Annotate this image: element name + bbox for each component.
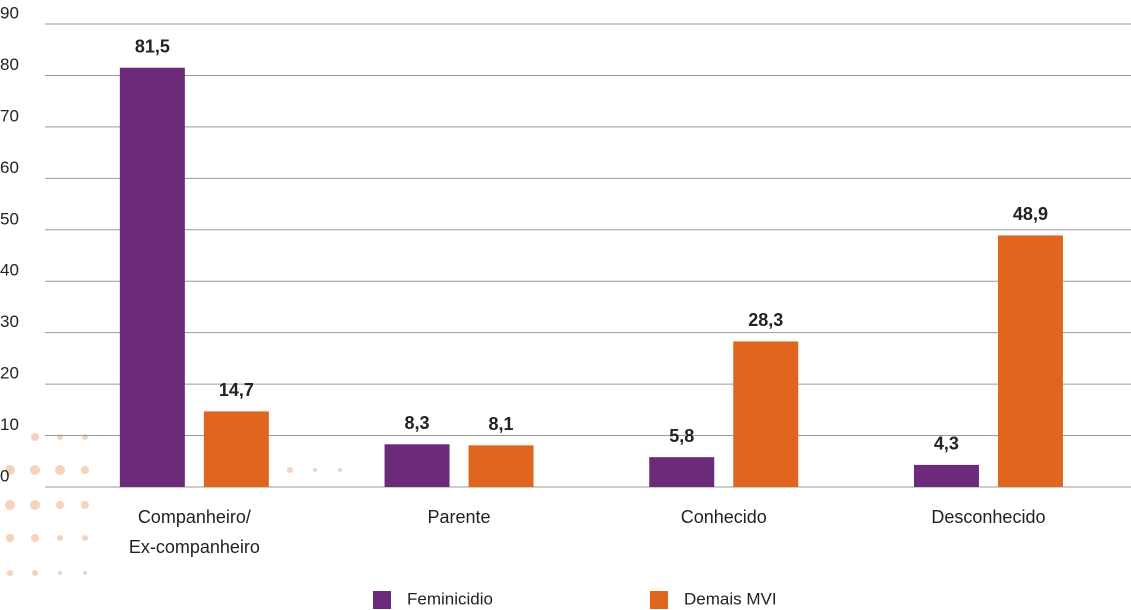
legend-label: Demais MVI (684, 589, 777, 608)
y-tick-label: 30 (0, 312, 19, 331)
x-tick-label: Conhecido (680, 507, 767, 527)
value-label: 8,1 (489, 414, 514, 434)
x-tick-label: Companheiro/ Ex-companheiro (128, 507, 260, 557)
x-label-box: Parente (427, 507, 491, 527)
value-label: 5,8 (669, 426, 694, 446)
y-tick-label: 80 (0, 55, 19, 74)
y-tick-label: 60 (0, 158, 19, 177)
y-tick-label: 40 (0, 261, 19, 280)
x-label-box: Companheiro/ Ex-companheiro (128, 507, 260, 557)
y-tick-label: 90 (0, 3, 19, 22)
legend-swatch (650, 591, 668, 609)
value-label: 28,3 (748, 310, 783, 330)
x-label-box: Conhecido (680, 507, 767, 527)
bar (997, 235, 1063, 487)
bar (649, 457, 715, 487)
bar (119, 67, 185, 487)
bar (203, 411, 269, 487)
y-tick-label: 70 (0, 106, 19, 125)
y-tick-label: 10 (0, 415, 19, 434)
x-label-box: Desconhecido (931, 507, 1046, 527)
legend-label: Feminicidio (407, 589, 493, 608)
value-label: 81,5 (135, 36, 170, 56)
y-tick-label: 0 (0, 466, 9, 485)
y-tick-label: 50 (0, 209, 19, 228)
x-tick-label: Parente (427, 507, 491, 527)
value-label: 8,3 (405, 413, 430, 433)
bar (913, 464, 979, 487)
bar (468, 445, 534, 487)
legend-swatch (373, 591, 391, 609)
value-label: 4,3 (934, 434, 959, 454)
bar (384, 444, 450, 487)
value-label: 14,7 (219, 380, 254, 400)
value-label: 48,9 (1013, 204, 1048, 224)
bar (733, 341, 799, 487)
y-tick-label: 20 (0, 364, 19, 383)
x-tick-label: Desconhecido (931, 507, 1046, 527)
